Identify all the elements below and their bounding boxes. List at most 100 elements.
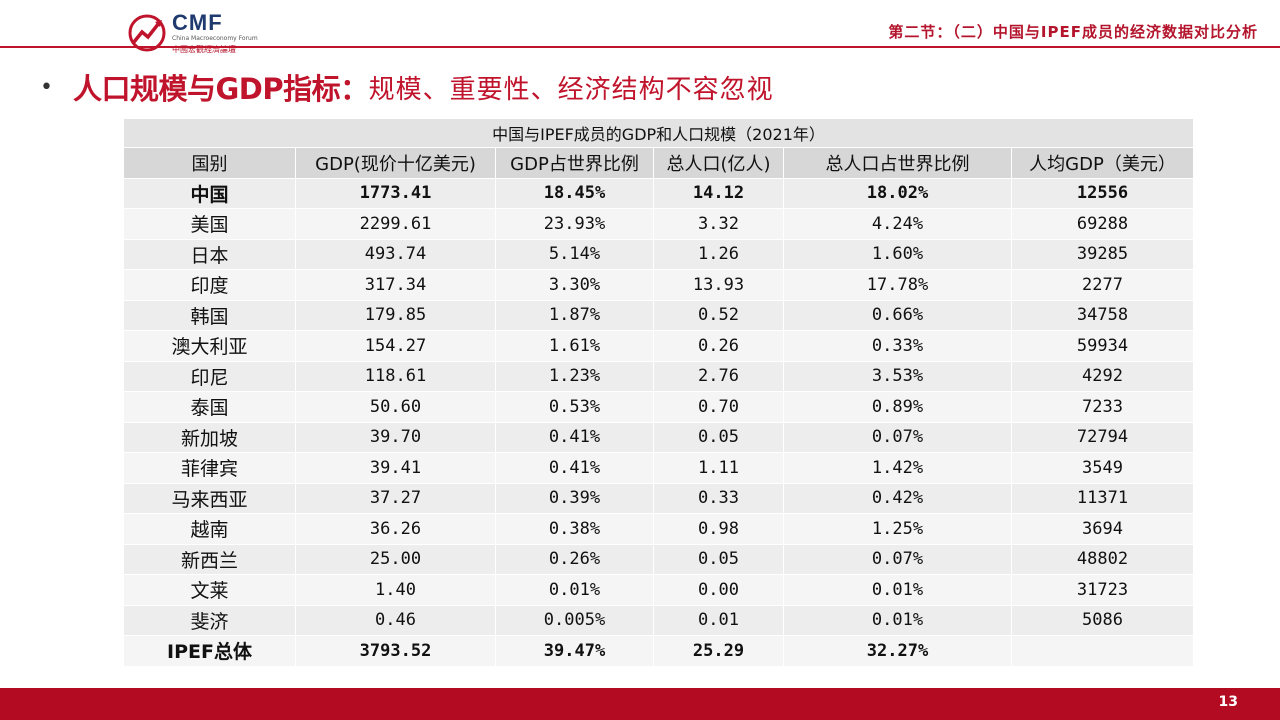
table-cell: 0.33 [653,482,784,514]
table-cell: 0.00 [653,574,784,606]
table-cell: 1.23% [495,360,654,392]
table-cell: 1.61% [495,330,654,362]
table-cell: 39.47% [495,635,654,667]
table-row: 新加坡 39.70 0.41% 0.05 0.07% 72794 [123,421,1195,453]
table-cell: 13.93 [653,269,784,301]
table-cell: 0.89% [783,391,1012,423]
logo-text: CMF [172,10,223,35]
table-cell: 0.33% [783,330,1012,362]
country-cell: 斐济 [123,604,296,636]
page-number: 13 [1218,694,1238,710]
table-cell: 0.38% [495,513,654,545]
table-cell: 25.00 [295,543,496,575]
table-cell: 0.01% [495,574,654,606]
heading-main: 人口规模与GDP指标： [72,72,369,106]
table-cell: 5.14% [495,238,654,270]
table-header-row: 国别 GDP(现价十亿美元) GDP占世界比例 总人口(亿人) 总人口占世界比例 人均GD… [123,147,1195,179]
table-cell: 1.42% [783,452,1012,484]
table-row: 斐济 0.46 0.005% 0.01 0.01% 5086 [123,604,1195,636]
data-table-wrapper: 中国与IPEF成员的GDP和人口规模（2021年） 国别 GDP(现价十亿美元) G… [122,118,1195,667]
country-cell: 新西兰 [123,543,296,575]
table-cell: 0.53% [495,391,654,423]
table-row: 印度 317.34 3.30% 13.93 17.78% 2277 [123,269,1195,301]
table-cell: 0.41% [495,452,654,484]
table-cell: 0.70 [653,391,784,423]
table-cell: 18.45% [495,177,654,209]
table-cell: 25.29 [653,635,784,667]
table-cell: 3549 [1010,452,1195,484]
table-cell: 0.42% [783,482,1012,514]
table-row: IPEF总体 3793.52 39.47% 25.29 32.27% [123,635,1195,667]
table-cell: 118.61 [295,360,496,392]
table-row: 马来西亚 37.27 0.39% 0.33 0.42% 11371 [123,482,1195,514]
bullet-icon: • [40,74,53,100]
country-cell: 印尼 [123,360,296,392]
table-cell: 0.07% [783,421,1012,453]
country-cell: 新加坡 [123,421,296,453]
table-cell: 493.74 [295,238,496,270]
table-cell: 0.41% [495,421,654,453]
table-cell: 0.01 [653,604,784,636]
heading-sub: 规模、重要性、经济结构不容忽视 [368,74,774,105]
table-cell: 11371 [1010,482,1195,514]
table-body: 中国 1773.41 18.45% 14.12 18.02% 12556 美国 2299.61… [123,177,1195,667]
column-header: 总人口占世界比例 [783,147,1012,179]
table-cell: 0.01% [783,604,1012,636]
table-row: 印尼 118.61 1.23% 2.76 3.53% 4292 [123,360,1195,392]
table-cell: 0.07% [783,543,1012,575]
table-cell: 31723 [1010,574,1195,606]
table-cell: 69288 [1010,208,1195,240]
table-cell: 0.98 [653,513,784,545]
footer-bar [0,688,1280,720]
logo-mark-icon [128,14,166,52]
country-cell: 韩国 [123,299,296,331]
table-cell: 1.26 [653,238,784,270]
table-cell: 48802 [1010,543,1195,575]
table-cell: 0.66% [783,299,1012,331]
country-cell: 菲律宾 [123,452,296,484]
table-cell: 0.005% [495,604,654,636]
table-cell: 0.05 [653,421,784,453]
table-cell: 1.11 [653,452,784,484]
country-cell: 日本 [123,238,296,270]
country-cell: IPEF总体 [123,635,296,667]
country-cell: 文莱 [123,574,296,606]
table-cell: 0.46 [295,604,496,636]
table-row: 泰国 50.60 0.53% 0.70 0.89% 7233 [123,391,1195,423]
table-cell: 1.25% [783,513,1012,545]
country-cell: 泰国 [123,391,296,423]
table-cell: 3694 [1010,513,1195,545]
table-cell: 154.27 [295,330,496,362]
table-caption-row: 中国与IPEF成员的GDP和人口规模（2021年） [122,118,1195,148]
country-cell: 中国 [123,177,296,209]
table-cell: 36.26 [295,513,496,545]
table-cell: 4292 [1010,360,1195,392]
table-cell: 0.01% [783,574,1012,606]
table-row: 美国 2299.61 23.93% 3.32 4.24% 69288 [123,208,1195,240]
table-cell: 50.60 [295,391,496,423]
table-cell: 37.27 [295,482,496,514]
column-header: GDP占世界比例 [495,147,654,179]
column-header: 总人口(亿人) [653,147,784,179]
table-cell: 34758 [1010,299,1195,331]
cmf-logo: CMF China Macroeconomy Forum 中國宏觀經濟論壇 [128,10,288,56]
table-cell: 3.53% [783,360,1012,392]
table-cell: 23.93% [495,208,654,240]
column-header: 人均GDP（美元） [1010,147,1195,179]
table-row: 菲律宾 39.41 0.41% 1.11 1.42% 3549 [123,452,1195,484]
table-cell: 2277 [1010,269,1195,301]
table-cell: 1.87% [495,299,654,331]
table-row: 澳大利亚 154.27 1.61% 0.26 0.33% 59934 [123,330,1195,362]
country-cell: 马来西亚 [123,482,296,514]
table-row: 韩国 179.85 1.87% 0.52 0.66% 34758 [123,299,1195,331]
table-cell: 2299.61 [295,208,496,240]
table-row: 越南 36.26 0.38% 0.98 1.25% 3694 [123,513,1195,545]
table-cell: 0.52 [653,299,784,331]
table-cell: 2.76 [653,360,784,392]
table-cell: 39.70 [295,421,496,453]
country-cell: 越南 [123,513,296,545]
table-cell: 3.30% [495,269,654,301]
table-cell: 0.26% [495,543,654,575]
table-cell: 72794 [1010,421,1195,453]
table-cell: 39.41 [295,452,496,484]
